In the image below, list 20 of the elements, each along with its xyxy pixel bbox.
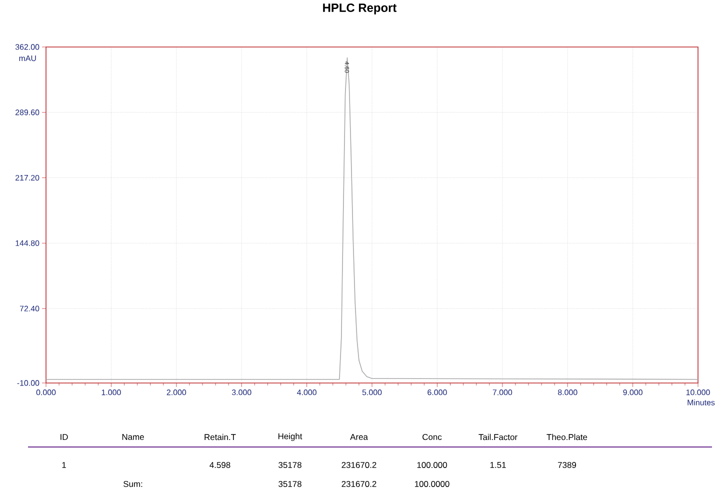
text: 231670.2 [342, 480, 376, 487]
text: Sum: [124, 480, 142, 487]
text: Name [122, 434, 144, 440]
text: 100.000 [417, 462, 447, 468]
text: ID [60, 434, 68, 440]
text: 4.598 [210, 462, 230, 468]
text: 100.0000 [414, 480, 450, 487]
text: 35178 [278, 462, 302, 468]
text: 231670.2 [342, 462, 376, 468]
chart-title: HPLC Report [323, 4, 397, 14]
text: 1 [62, 462, 66, 468]
text: Theo.Plate [546, 434, 588, 440]
text: Area [350, 434, 368, 440]
text: Retain.T [204, 434, 236, 440]
text: 35178 [278, 480, 302, 487]
text: Tail.Factor [478, 434, 518, 440]
text: Conc [422, 434, 442, 440]
text: Height [278, 433, 302, 441]
text: 7389 [558, 462, 576, 468]
text: 1.51 [490, 462, 506, 468]
